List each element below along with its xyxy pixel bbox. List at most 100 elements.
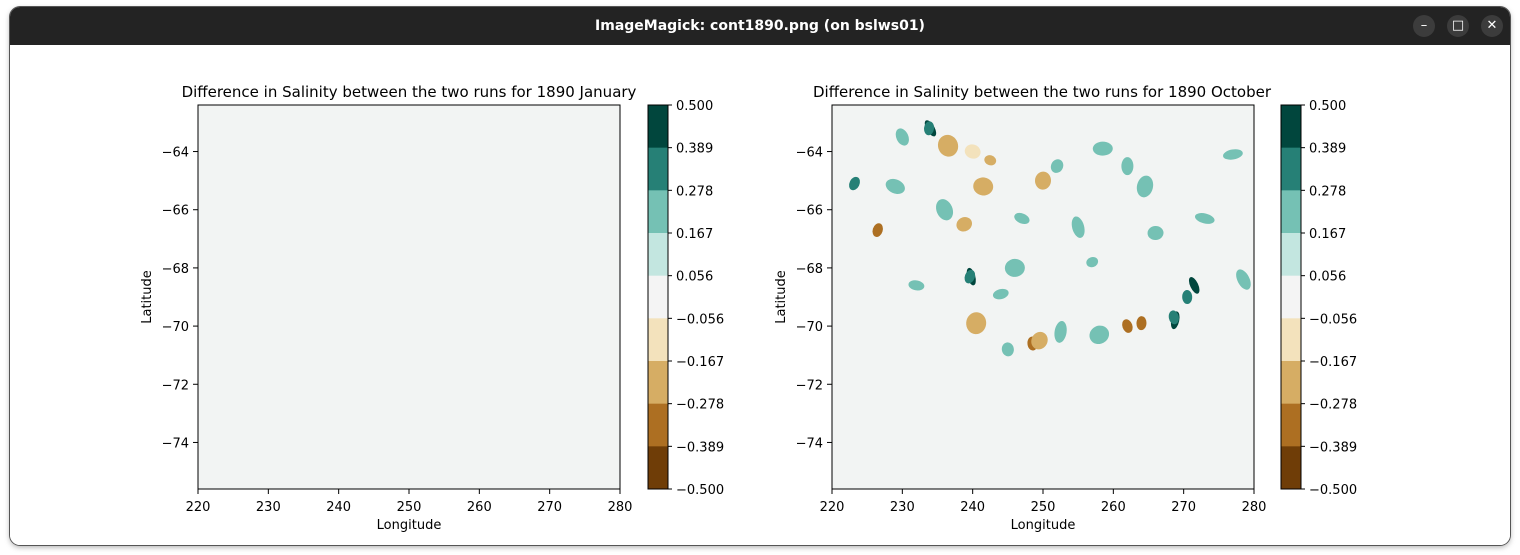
contour-patch: [1089, 325, 1110, 345]
x-tick-label: 280: [1242, 500, 1267, 515]
y-tick-label: −68: [162, 262, 189, 277]
colorbar-segment: [648, 190, 668, 234]
colorbar-segment: [1281, 446, 1301, 490]
colorbar-segment: [1281, 318, 1301, 362]
contour-patch: [992, 288, 1009, 300]
y-axis-label: Latitude: [140, 270, 155, 324]
contour-patch: [1121, 157, 1134, 176]
contour-patch: [1122, 319, 1133, 333]
contour-patch: [973, 177, 994, 196]
y-tick-label: −64: [162, 146, 189, 161]
contour-patch: [895, 128, 909, 146]
colorbar-segment: [1281, 105, 1301, 149]
chart-january: Difference in Salinity between the two r…: [140, 83, 724, 533]
colorbar-tick-label: −0.167: [1309, 355, 1357, 370]
contour-patch: [1147, 225, 1164, 241]
contour-patch: [1014, 212, 1030, 224]
colorbar-tick-label: 0.500: [676, 99, 713, 114]
contour-patch: [1034, 171, 1052, 190]
contour-patch: [1054, 321, 1067, 343]
x-tick-label: 270: [1171, 500, 1196, 515]
plot-area: [197, 104, 621, 490]
x-tick-label: 250: [397, 500, 422, 515]
colorbar: 0.500 0.389 0.278 0.167 0.056 −0.056 −0.167 −0.…: [647, 99, 724, 498]
contour-patch: [1223, 149, 1243, 160]
contour-patch: [964, 144, 981, 159]
x-tick-label: 220: [820, 500, 845, 515]
figure: Difference in Salinity between the two r…: [140, 83, 1357, 533]
colorbar-segment: [648, 403, 668, 447]
colorbar-segment: [1281, 361, 1301, 405]
x-axis: 220 230 240 250 260 270 280: [186, 489, 633, 515]
colorbar-tick-label: 0.056: [1309, 270, 1346, 285]
contour-patch: [1092, 141, 1113, 156]
window-title: ImageMagick: cont1890.png (on bslws01): [595, 18, 925, 34]
title-bar[interactable]: ImageMagick: cont1890.png (on bslws01) –…: [10, 7, 1510, 45]
y-tick-label: −74: [162, 436, 189, 451]
colorbar-segment: [648, 361, 668, 405]
x-tick-label: 270: [537, 500, 562, 515]
colorbar-segment: [1281, 147, 1301, 191]
colorbar-tick-label: −0.500: [1309, 483, 1357, 498]
contour-patch: [937, 134, 959, 157]
colorbar-tick-label: 0.389: [1309, 142, 1346, 157]
contour-patch: [984, 155, 997, 166]
x-tick-label: 260: [467, 500, 492, 515]
contour-patch: [964, 269, 976, 284]
chart-october: Difference in Salinity between the two r…: [774, 83, 1357, 533]
close-button[interactable]: ✕: [1481, 15, 1503, 37]
contour-patch: [936, 199, 954, 221]
y-tick-label: −64: [796, 146, 823, 161]
x-axis: 220 230 240 250 260 270 280: [820, 489, 1267, 515]
colorbar-frame: [647, 104, 669, 490]
colorbar-segment: [648, 446, 668, 490]
colorbar-tick-label: −0.278: [1309, 398, 1357, 413]
y-axis-label: Latitude: [774, 270, 789, 324]
contour-patch: [924, 121, 935, 136]
colorbar-frame: [1280, 104, 1302, 490]
y-tick-label: −74: [796, 436, 823, 451]
contour-patch: [908, 280, 925, 291]
minimize-button[interactable]: –: [1413, 15, 1435, 37]
chart-title: Difference in Salinity between the two r…: [182, 83, 637, 101]
y-tick-label: −66: [162, 204, 189, 219]
image-canvas: Difference in Salinity between the two r…: [10, 45, 1510, 545]
x-tick-label: 280: [608, 500, 633, 515]
colorbar-segment: [1281, 233, 1301, 277]
colorbar-tick-label: 0.278: [1309, 184, 1346, 199]
x-axis-label: Longitude: [1011, 518, 1076, 533]
image-viewer-window: ImageMagick: cont1890.png (on bslws01) –…: [10, 7, 1510, 545]
colorbar-tick-label: 0.056: [676, 270, 713, 285]
y-tick-label: −68: [796, 262, 823, 277]
y-tick-label: −70: [796, 320, 823, 335]
y-tick-label: −66: [796, 204, 823, 219]
contour-patch: [1182, 290, 1193, 304]
maximize-button[interactable]: □: [1447, 15, 1469, 37]
contour-patch: [1086, 256, 1099, 268]
contour-patch: [1004, 258, 1025, 277]
chart-title: Difference in Salinity between the two r…: [813, 83, 1272, 101]
x-tick-label: 250: [1031, 500, 1056, 515]
contour-patch: [1168, 310, 1179, 325]
contour-patch: [1136, 316, 1147, 331]
colorbar-segment: [648, 233, 668, 277]
contour-patch: [1071, 216, 1085, 238]
contour-patch: [849, 176, 860, 191]
colorbar-tick-label: 0.389: [676, 142, 713, 157]
colorbar-tick-label: −0.500: [676, 483, 724, 498]
y-tick-label: −70: [162, 320, 189, 335]
colorbar-tick-label: −0.056: [676, 312, 724, 327]
contour-patch: [966, 312, 987, 335]
colorbar-segment: [648, 147, 668, 191]
contour-patch: [1236, 269, 1251, 290]
colorbar-segment: [648, 105, 668, 149]
colorbar-tick-label: −0.389: [676, 440, 724, 455]
colorbar-tick-label: 0.278: [676, 184, 713, 199]
contour-patch: [1194, 213, 1215, 224]
colorbar-tick-label: 0.167: [1309, 227, 1346, 242]
colorbar-tick-label: 0.500: [1309, 99, 1346, 114]
contour-patch: [1050, 159, 1064, 173]
colorbar: 0.500 0.389 0.278 0.167 0.056 −0.056 −0.167 −0.…: [1280, 99, 1357, 498]
colorbar-segment: [1281, 190, 1301, 234]
contour-patch: [885, 178, 905, 194]
